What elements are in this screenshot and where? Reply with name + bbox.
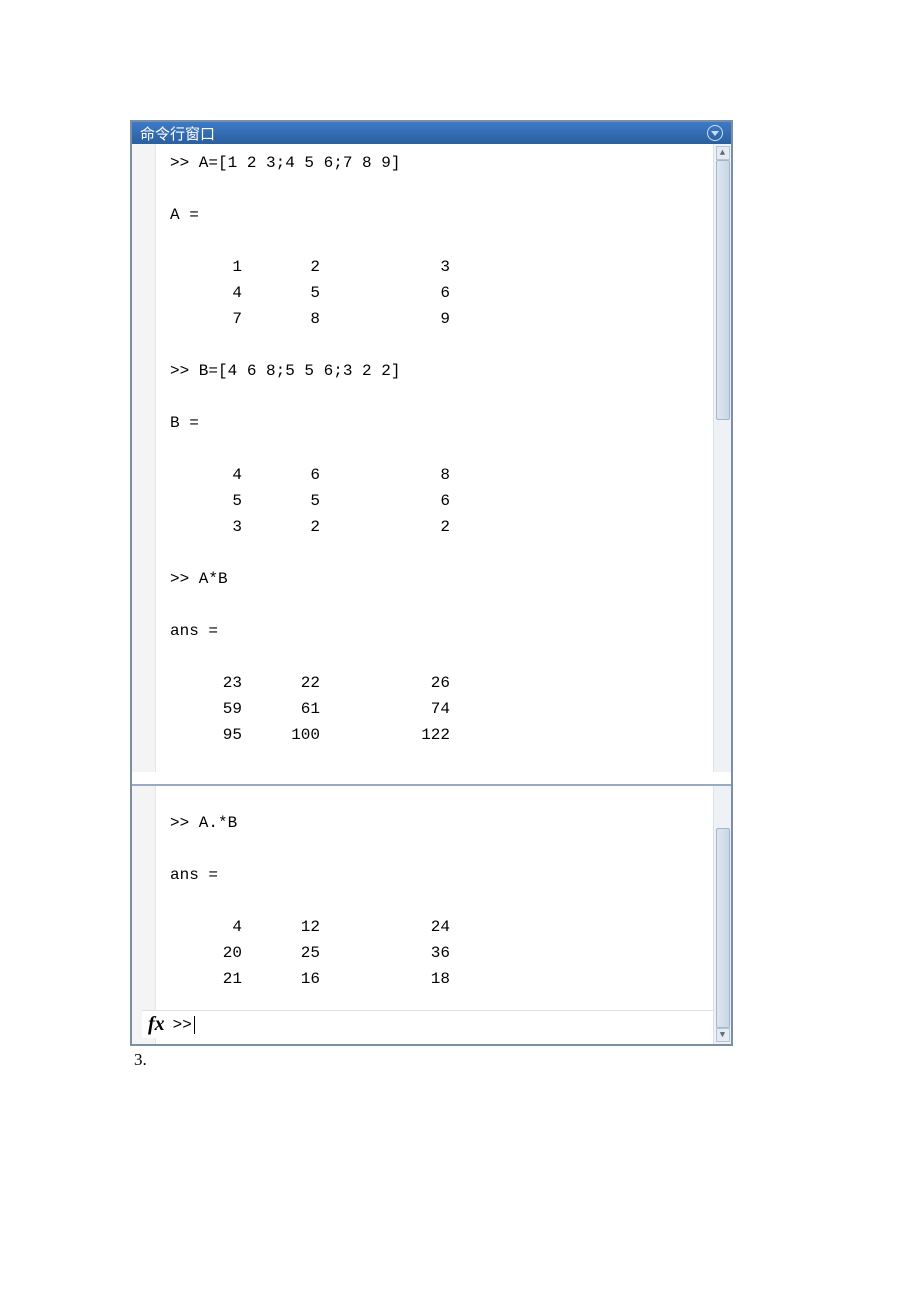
scroll-thumb[interactable] — [716, 160, 730, 420]
console-content-2[interactable]: >> A.*B ans = 41224 202536 211618 fx >> — [156, 786, 713, 1044]
scroll-up-icon[interactable]: ▲ — [716, 146, 730, 160]
output-label: ans = — [156, 618, 713, 644]
matrix-row: 202536 — [170, 940, 713, 966]
matrix-row: 468 — [170, 462, 713, 488]
prompt-row[interactable]: fx >> — [142, 1010, 713, 1038]
output-label: ans = — [156, 862, 713, 888]
cursor-icon — [194, 1016, 195, 1034]
scrollbar-1[interactable]: ▲ — [713, 144, 731, 772]
matrix-ans1: 232226 596174 95100122 — [156, 670, 713, 748]
matrix-row: 211618 — [170, 966, 713, 992]
window-title: 命令行窗口 — [140, 123, 215, 144]
scrollbar-2[interactable]: ▼ — [713, 786, 731, 1044]
gutter — [132, 144, 156, 772]
output-label: A = — [156, 202, 713, 228]
scroll-thumb[interactable] — [716, 828, 730, 1028]
prompt-symbol: >> — [167, 1016, 192, 1034]
dropdown-icon[interactable] — [707, 125, 723, 141]
matrix-B: 468 556 322 — [156, 462, 713, 540]
command-window: 命令行窗口 >> A=[1 2 3;4 5 6;7 8 9] A = 123 4… — [130, 120, 733, 1046]
scroll-down-icon[interactable]: ▼ — [716, 1028, 730, 1042]
output-label: B = — [156, 410, 713, 436]
matrix-A: 123 456 789 — [156, 254, 713, 332]
matrix-row: 596174 — [170, 696, 713, 722]
matrix-row: 789 — [170, 306, 713, 332]
matrix-row: 123 — [170, 254, 713, 280]
matrix-row: 456 — [170, 280, 713, 306]
matrix-row: 232226 — [170, 670, 713, 696]
page-footnote: 3. — [130, 1046, 790, 1070]
command-line: >> A*B — [156, 566, 713, 592]
scroll-track[interactable] — [716, 788, 730, 1028]
scroll-track[interactable] — [716, 160, 730, 770]
console-body-1: >> A=[1 2 3;4 5 6;7 8 9] A = 123 456 789… — [132, 144, 731, 772]
console-body-2: >> A.*B ans = 41224 202536 211618 fx >> — [132, 784, 731, 1044]
command-line: >> B=[4 6 8;5 5 6;3 2 2] — [156, 358, 713, 384]
matrix-row: 95100122 — [170, 722, 713, 748]
fx-icon[interactable]: fx — [142, 1011, 167, 1038]
matrix-row: 322 — [170, 514, 713, 540]
command-line: >> A=[1 2 3;4 5 6;7 8 9] — [156, 150, 713, 176]
command-line: >> A.*B — [156, 810, 713, 836]
gutter — [132, 786, 156, 1044]
matrix-row: 556 — [170, 488, 713, 514]
console-content-1[interactable]: >> A=[1 2 3;4 5 6;7 8 9] A = 123 456 789… — [156, 144, 713, 772]
matrix-row: 41224 — [170, 914, 713, 940]
titlebar: 命令行窗口 — [132, 122, 731, 144]
matrix-ans2: 41224 202536 211618 — [156, 914, 713, 992]
